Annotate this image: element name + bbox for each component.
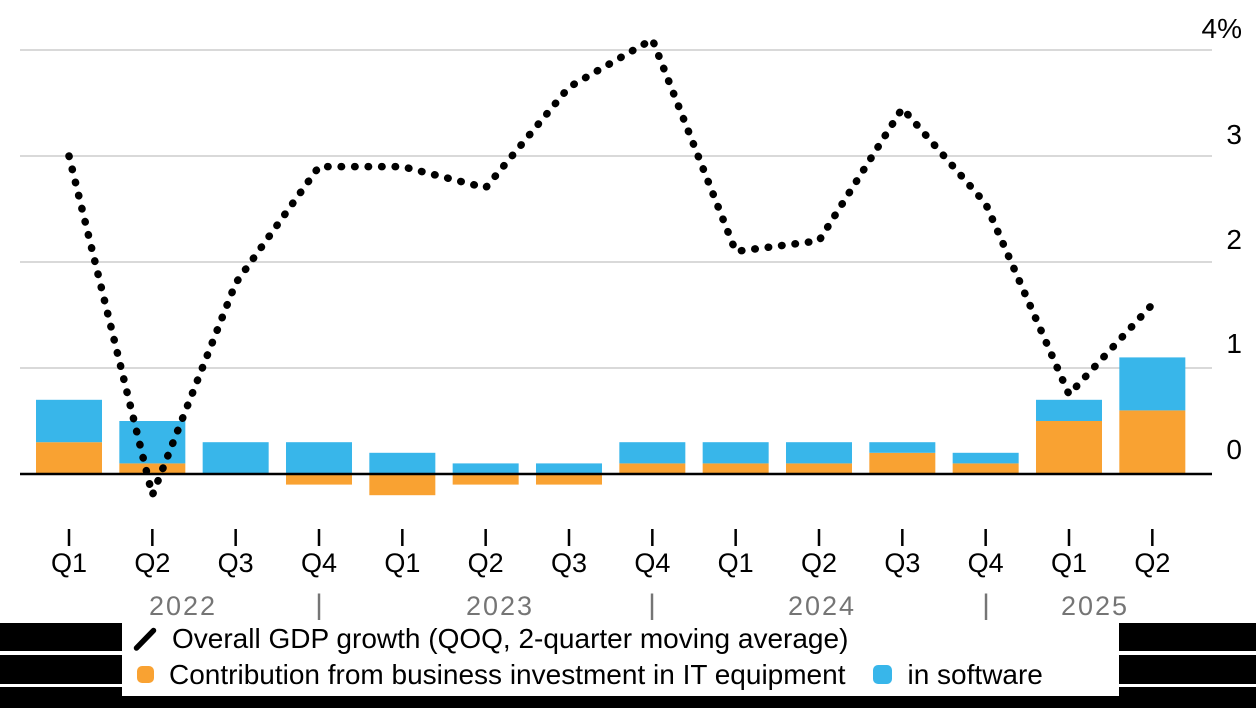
quarter-label: Q2 (134, 548, 171, 578)
quarter-label: Q1 (384, 548, 421, 578)
year-divider: | (648, 589, 656, 622)
y-axis-tick-label: 1 (1226, 328, 1242, 359)
bar-equipment-segment (1035, 421, 1102, 474)
bar-software-segment (535, 463, 602, 474)
year-divider: | (315, 589, 323, 622)
year-label: 2024 (787, 591, 857, 621)
bar-software-segment (952, 452, 1019, 464)
quarter-label: Q1 (50, 548, 88, 578)
bar-equipment-segment (285, 474, 352, 485)
bar-software-segment (285, 442, 352, 474)
quarter-label: Q4 (300, 548, 337, 578)
bar-software-segment (452, 463, 519, 474)
bar-equipment-segment (1119, 410, 1186, 474)
y-axis-tick-label: 2 (1226, 224, 1242, 255)
bar-equipment-segment (785, 463, 852, 474)
bar-software-segment (702, 442, 769, 464)
bar-software-segment (1119, 357, 1186, 411)
gdp-growth-line (65, 35, 1157, 499)
bar-software-segment (785, 442, 852, 464)
bar-equipment-segment (36, 442, 102, 474)
legend: Overall GDP growth (QOQ, 2-quarter movin… (122, 620, 1119, 696)
bar-equipment-segment (952, 463, 1019, 474)
quarter-label: Q2 (1134, 548, 1171, 578)
year-divider: | (982, 589, 990, 622)
bar-equipment-segment (119, 463, 186, 474)
bar-software-segment (202, 442, 269, 474)
legend-label-equipment: Contribution from business investment in… (169, 658, 846, 690)
line-slash-icon (133, 627, 157, 651)
y-axis-tick-label: 4% (1201, 13, 1242, 44)
bar-equipment-segment (702, 463, 769, 474)
quarter-label: Q4 (634, 548, 671, 578)
bar-equipment-segment (369, 474, 436, 496)
bar-software-segment (369, 452, 436, 474)
bar-equipment-segment (869, 452, 936, 474)
bar-equipment-segment (619, 463, 686, 474)
bar-equipment-segment (535, 474, 602, 485)
equipment-swatch-icon (137, 666, 154, 683)
quarter-label: Q2 (467, 548, 504, 578)
bar-equipment-segment (452, 474, 519, 485)
legend-row-gdp-line: Overall GDP growth (QOQ, 2-quarter movin… (133, 622, 1119, 655)
year-label: 2022 (148, 591, 218, 621)
bar-software-segment (619, 442, 686, 464)
quarter-label: Q3 (550, 548, 587, 578)
y-axis-tick-label: 0 (1226, 434, 1242, 465)
legend-label-software: in software (907, 658, 1043, 690)
quarter-label: Q1 (1050, 548, 1087, 578)
quarter-label: Q2 (800, 548, 837, 578)
quarter-label: Q1 (717, 548, 754, 578)
bar-software-segment (869, 442, 936, 453)
year-label: 2023 (465, 591, 535, 621)
quarter-label: Q3 (217, 548, 254, 578)
bar-software-segment (1035, 399, 1102, 421)
legend-row-contributions: Contribution from business investment in… (133, 658, 1119, 691)
quarter-label: Q4 (967, 548, 1004, 578)
quarter-label: Q3 (884, 548, 921, 578)
legend-label-gdp-line: Overall GDP growth (QOQ, 2-quarter movin… (172, 622, 849, 654)
y-axis-tick-label: 3 (1226, 119, 1242, 150)
bar-software-segment (36, 399, 102, 443)
year-label: 2025 (1060, 591, 1130, 621)
software-swatch-icon (873, 665, 893, 684)
